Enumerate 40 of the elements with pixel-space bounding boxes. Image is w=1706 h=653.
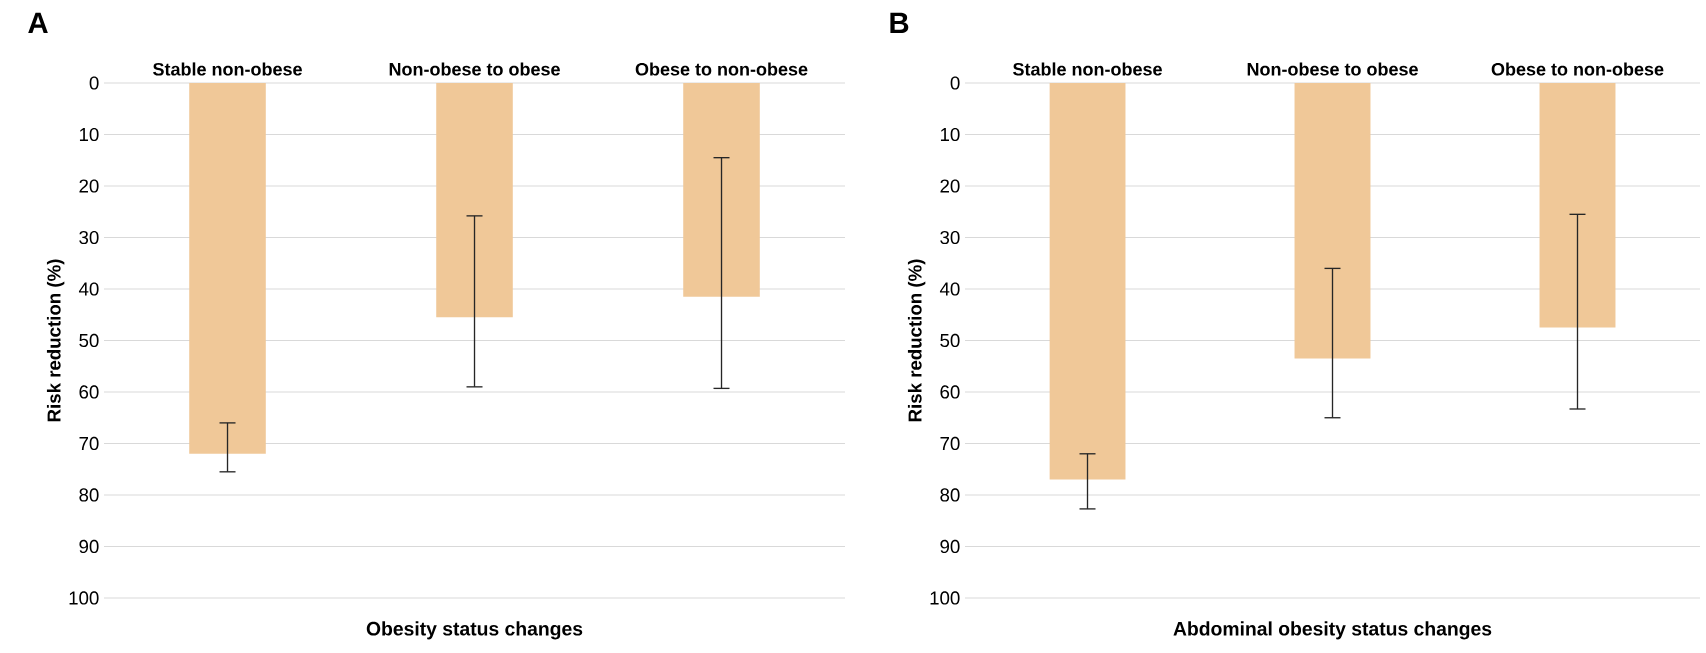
y-tick-label: 20 [940, 179, 960, 193]
x-tick-label: Non-obese to obese [389, 62, 560, 76]
y-tick-label: 100 [930, 591, 960, 605]
bar [1294, 83, 1371, 359]
y-tick-label: 80 [79, 488, 99, 502]
bar [189, 83, 266, 454]
y-tick-label: 60 [940, 385, 960, 399]
bar [436, 83, 513, 318]
bar [1539, 83, 1616, 328]
y-tick-label: 30 [79, 230, 99, 245]
bar [1049, 83, 1126, 480]
y-tick-label: 10 [940, 127, 960, 142]
y-tick-label: 30 [940, 230, 960, 245]
y-axis-title: Risk reduction (%) [46, 259, 65, 422]
y-tick-label: 80 [940, 488, 960, 502]
bar [683, 83, 760, 297]
y-tick-label: 70 [940, 436, 960, 451]
y-tick-label: 0 [950, 76, 960, 90]
x-axis-title: Abdominal obesity status changes [1173, 621, 1492, 640]
x-tick-label: Non-obese to obese [1247, 62, 1418, 76]
x-tick-label: Obese to non-obese [635, 62, 808, 76]
y-tick-label: 40 [939, 282, 960, 296]
y-tick-label: 100 [69, 591, 99, 605]
y-tick-label: 90 [940, 539, 960, 554]
y-tick-label: 50 [940, 333, 960, 348]
x-tick-label: Stable non-obese [153, 62, 302, 76]
x-tick-label: Stable non-obese [1013, 62, 1162, 76]
y-tick-label: 10 [79, 127, 99, 142]
y-tick-label: 40 [78, 282, 99, 296]
x-tick-label: Obese to non-obese [1491, 62, 1664, 76]
x-axis-title: Obesity status changes [366, 621, 583, 640]
chart-title: B [890, 12, 909, 33]
y-tick-label: 90 [79, 539, 99, 554]
y-tick-label: 60 [79, 385, 99, 399]
y-tick-label: 50 [79, 333, 99, 348]
y-tick-label: 20 [79, 179, 99, 193]
y-tick-label: 0 [89, 76, 99, 90]
y-tick-label: 70 [79, 436, 99, 451]
y-axis-title: Risk reduction (%) [907, 259, 926, 422]
chart-title: A [28, 12, 48, 33]
